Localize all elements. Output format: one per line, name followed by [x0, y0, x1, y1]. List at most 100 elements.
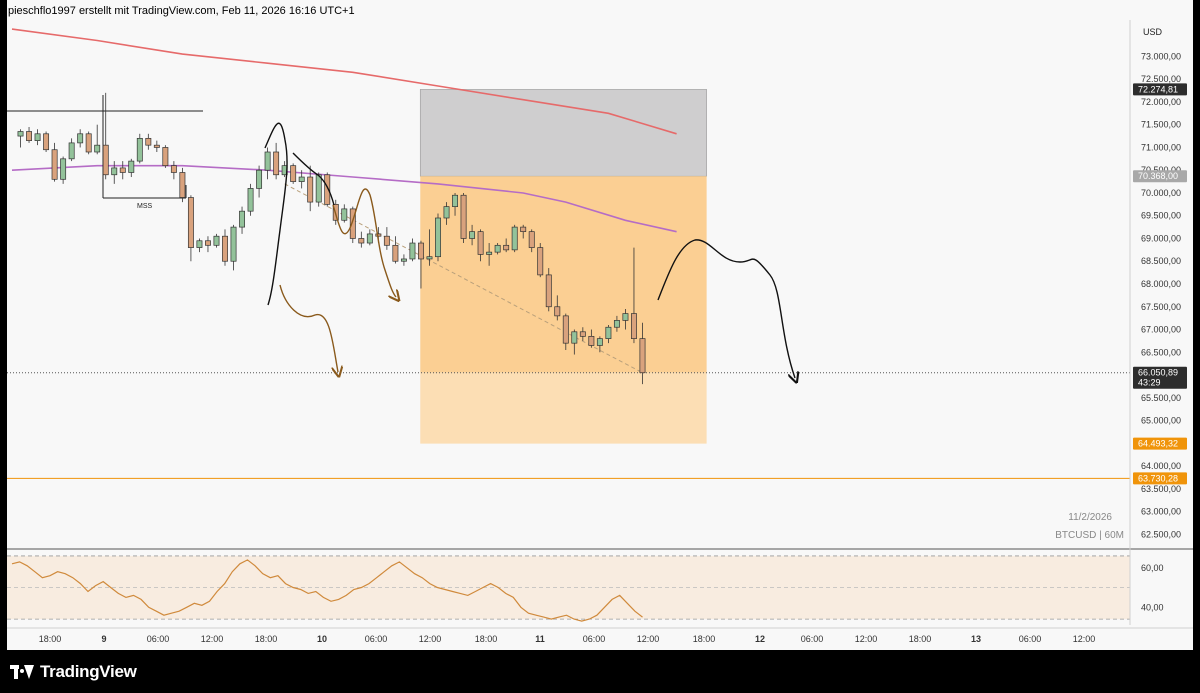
- x-tick-label: 12: [755, 634, 765, 644]
- candle-body-down: [324, 174, 331, 205]
- candle-body-down: [631, 313, 637, 339]
- price-tag: [1133, 170, 1187, 183]
- candle-body-down: [205, 240, 211, 246]
- candle: [222, 229, 228, 266]
- candle: [400, 254, 407, 266]
- candle: [247, 183, 254, 216]
- rsi-tick-label: 60,00: [1141, 563, 1164, 573]
- candle-body-down: [520, 226, 527, 233]
- candle-body-down: [43, 133, 50, 151]
- candle: [187, 195, 194, 262]
- candle: [111, 161, 118, 184]
- candle-body-up: [94, 144, 101, 153]
- drawn-path-black-mid: [292, 152, 335, 206]
- candle-body-down: [187, 197, 194, 248]
- candle-body-up: [409, 242, 416, 260]
- x-tick-label: 11: [535, 634, 545, 644]
- candle: [545, 268, 552, 312]
- candle-body-up: [128, 160, 135, 173]
- candle-body-up: [196, 240, 203, 248]
- candle-body-up: [315, 174, 322, 203]
- x-tick-label: 12:00: [1073, 634, 1096, 644]
- candle-body-down: [639, 338, 646, 374]
- candle: [17, 129, 24, 148]
- candle: [622, 309, 629, 330]
- candle: [162, 145, 169, 168]
- y-tick-label: 72.000,00: [1141, 97, 1181, 107]
- candle-body-down: [528, 231, 535, 248]
- candle: [613, 315, 620, 332]
- candle: [435, 213, 441, 262]
- x-tick-label: 10: [317, 634, 327, 644]
- candle-body-down: [26, 131, 32, 141]
- candle-body-down: [51, 149, 58, 180]
- zone-0: [419, 89, 707, 177]
- candle-body-up: [443, 206, 450, 219]
- candle: [170, 161, 177, 180]
- candle: [290, 163, 297, 184]
- y-tick-label: 72.500,00: [1141, 74, 1181, 84]
- y-tick-label: 66.500,00: [1141, 347, 1181, 357]
- price-tag-countdown: 43:29: [1138, 378, 1161, 388]
- x-tick-label: 12:00: [855, 634, 878, 644]
- candle-body-down: [145, 137, 152, 146]
- candle-body-down: [179, 172, 186, 198]
- candle-body-down: [418, 242, 424, 260]
- tradingview-logo-icon: [10, 665, 34, 679]
- candle: [298, 170, 305, 189]
- candle: [596, 336, 603, 353]
- candle: [179, 167, 186, 203]
- y-tick-label: 71.500,00: [1141, 120, 1181, 130]
- candle-body-down: [290, 165, 297, 182]
- x-tick-label: 06:00: [1019, 634, 1042, 644]
- candle-body-up: [68, 142, 75, 160]
- x-tick-label: 06:00: [147, 634, 170, 644]
- candle: [239, 206, 245, 234]
- x-tick-label: 18:00: [255, 634, 278, 644]
- candle: [60, 156, 67, 184]
- price-tag-label: 64.493,32: [1138, 439, 1178, 449]
- y-tick-label: 67.000,00: [1141, 325, 1181, 335]
- candle: [494, 243, 501, 255]
- candle-body-down: [349, 208, 356, 239]
- candle-body-down: [85, 133, 92, 153]
- date-watermark: 11/2/2026: [1068, 512, 1112, 523]
- y-tick-label: 63.500,00: [1141, 484, 1181, 494]
- candle: [383, 227, 390, 250]
- rsi-line: [11, 559, 643, 622]
- chart-header: pieschflo1997 erstellt mit TradingView.c…: [8, 5, 355, 17]
- candle: [366, 229, 373, 246]
- footer: TradingView: [10, 661, 137, 683]
- candle-body-up: [77, 133, 84, 144]
- candle: [477, 229, 484, 262]
- candle-body-down: [477, 231, 484, 255]
- x-tick-label: 12:00: [637, 634, 660, 644]
- candle: [528, 229, 535, 253]
- x-tick-label: 13: [971, 634, 981, 644]
- candle-body-down: [537, 247, 544, 276]
- candle: [153, 140, 160, 152]
- candle-body-up: [264, 151, 271, 171]
- candle: [26, 126, 32, 143]
- x-tick-label: 12:00: [419, 634, 442, 644]
- candle: [264, 147, 271, 180]
- candlestick-chart[interactable]: MSS USD 73.000,00 72.500,00 72.000,00 71.500…: [0, 0, 1200, 650]
- candle: [324, 172, 331, 207]
- candle: [392, 236, 399, 264]
- x-tick-label: 06:00: [365, 634, 388, 644]
- candle: [571, 329, 578, 355]
- candle: [77, 129, 84, 148]
- x-tick-label: 06:00: [583, 634, 606, 644]
- candle-body-down: [170, 165, 177, 173]
- candle-body-up: [256, 169, 263, 189]
- candle-body-down: [119, 167, 126, 173]
- candle-body-up: [111, 167, 118, 176]
- y-tick-label: 67.500,00: [1141, 302, 1181, 312]
- x-tick-label: 18:00: [909, 634, 932, 644]
- candle-body-down: [222, 235, 228, 262]
- rsi-panel: [7, 548, 1193, 622]
- drawn-path-black-right: [657, 239, 795, 378]
- candle: [349, 206, 356, 244]
- candle-body-up: [341, 208, 348, 221]
- candle: [639, 322, 646, 385]
